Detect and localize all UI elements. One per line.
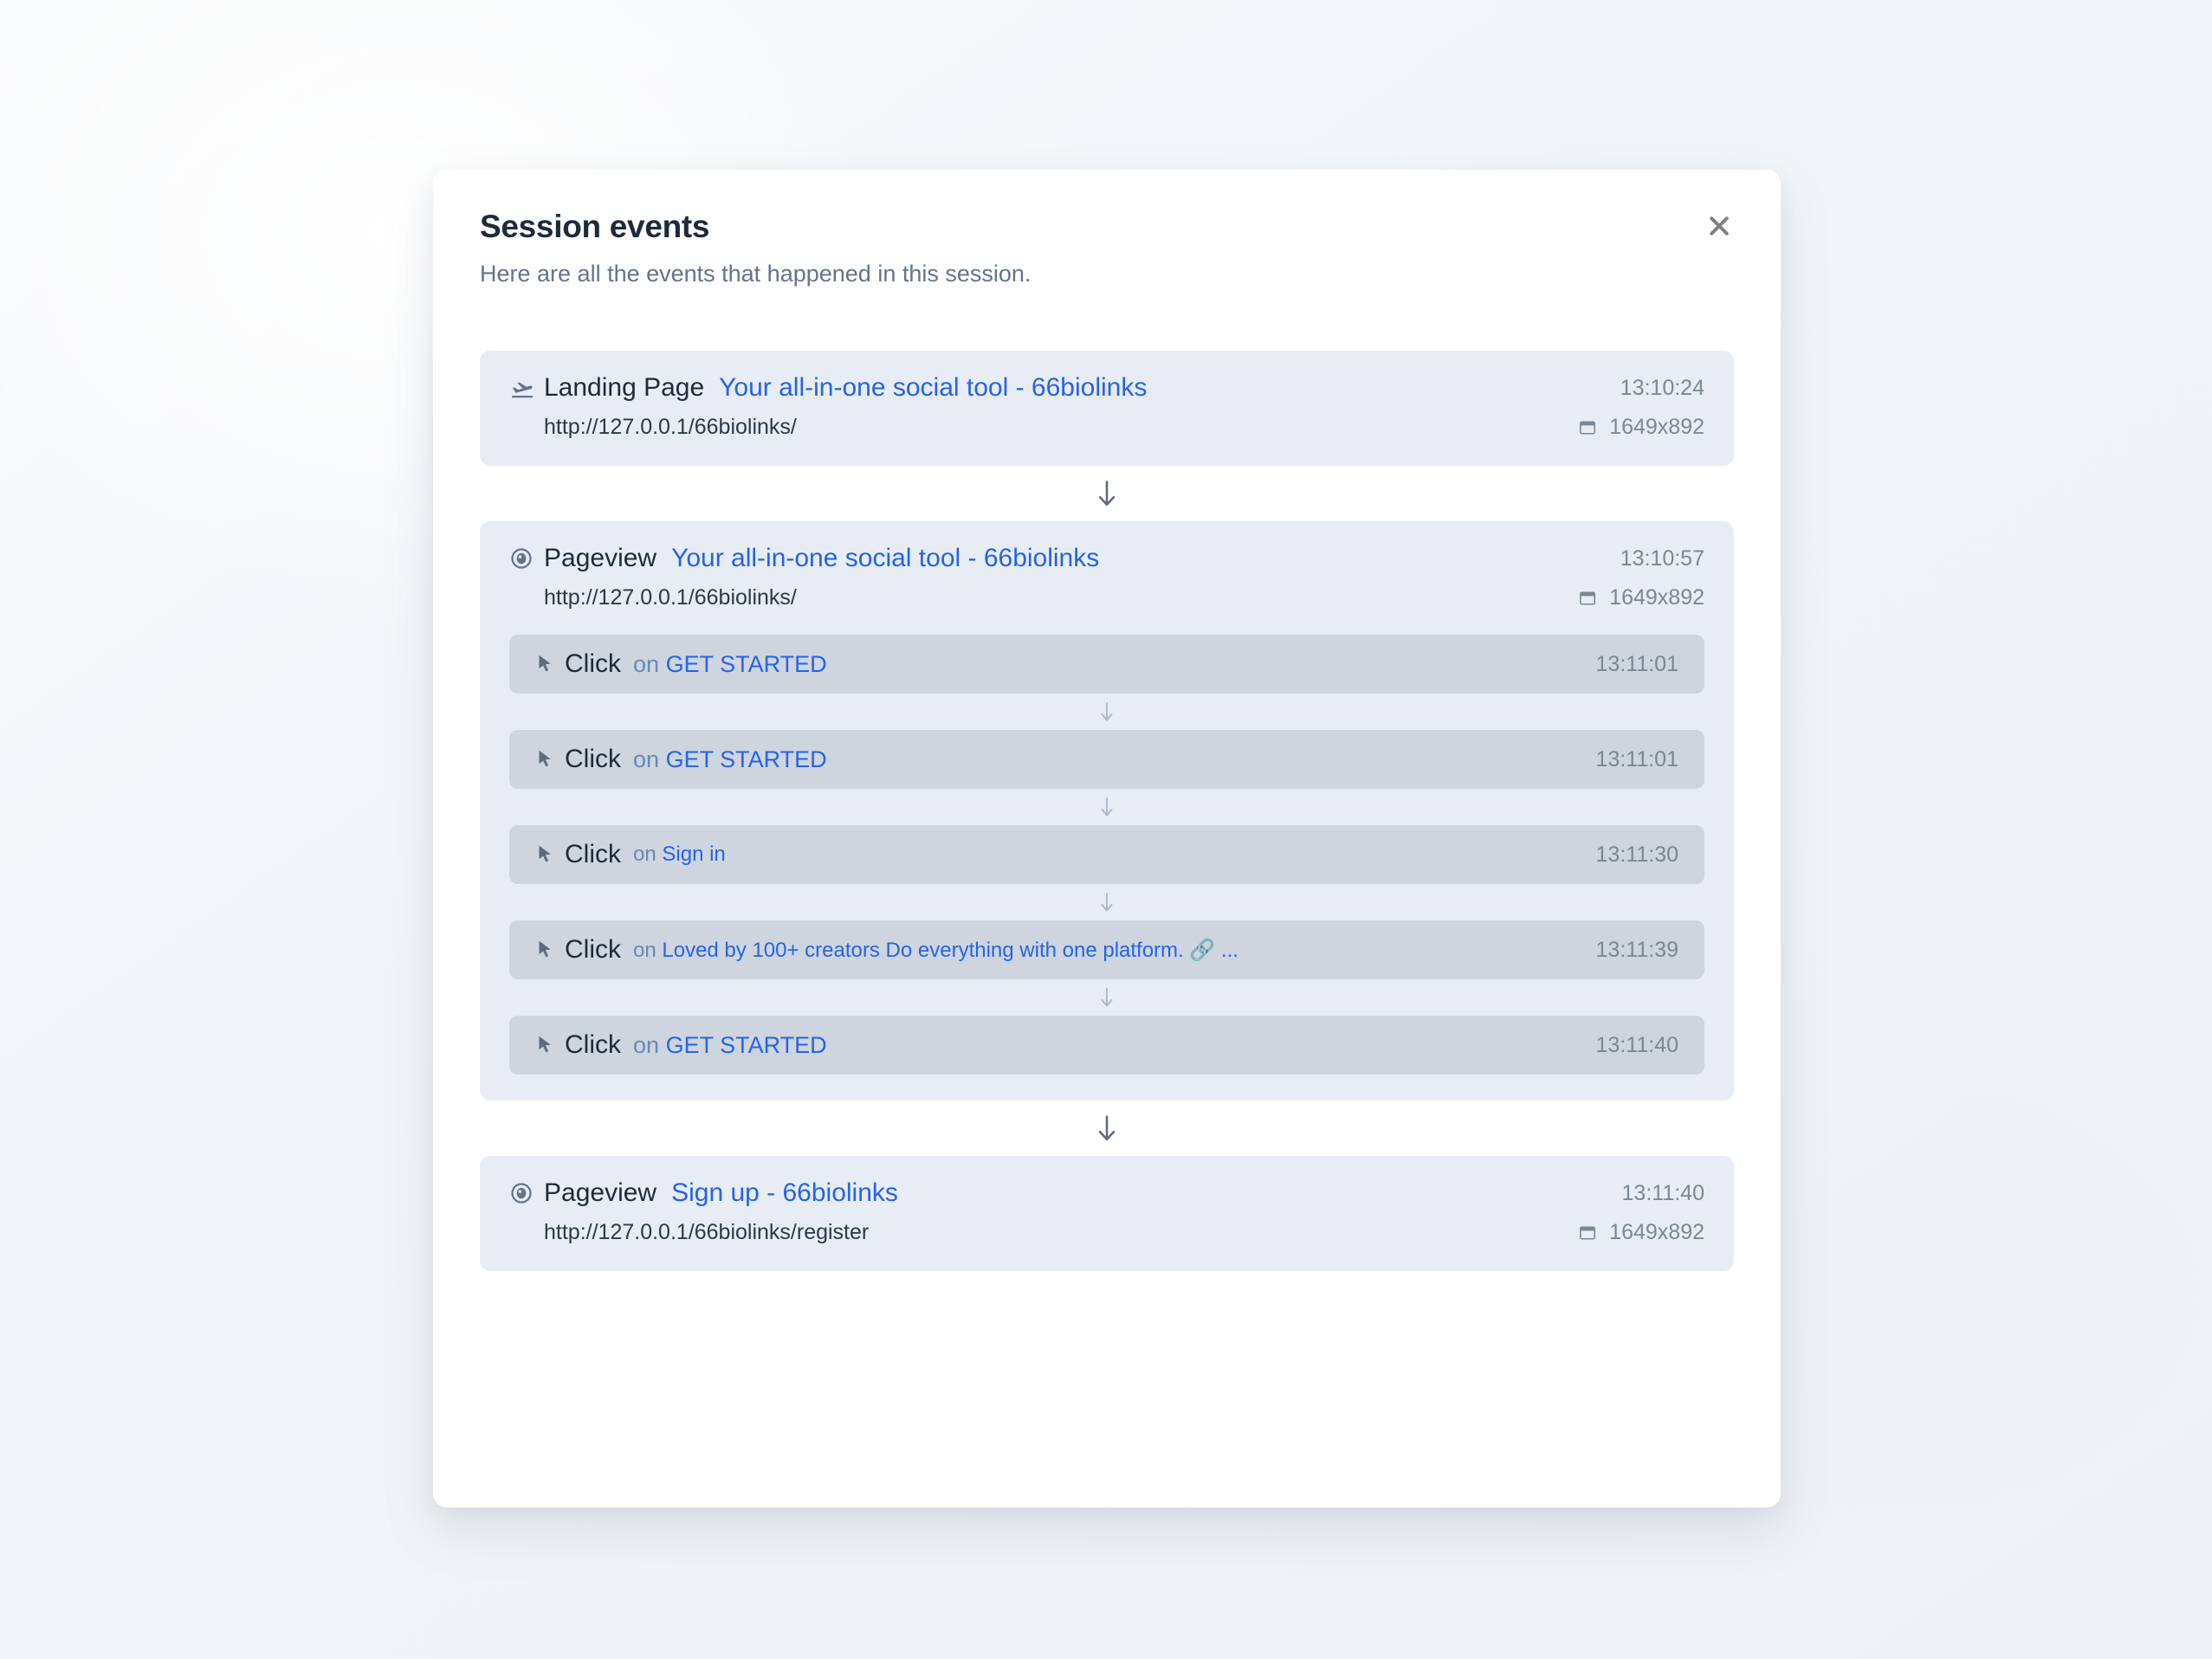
event-card[interactable]: Landing Page Your all-in-one social tool … <box>480 351 1734 467</box>
eye-icon <box>509 546 544 571</box>
click-event-row[interactable]: Click on GET STARTED 13:11:40 <box>509 1016 1704 1075</box>
event-resolution: 1649x892 <box>1577 1220 1704 1245</box>
event-header-row: Pageview Sign up - 66biolinks 13:11:40 <box>509 1178 1704 1208</box>
click-timestamp: 13:11:40 <box>1595 1032 1678 1057</box>
browser-window-icon <box>1577 588 1598 609</box>
event-title-link[interactable]: Your all-in-one social tool - 66biolinks <box>671 544 1100 573</box>
close-button[interactable] <box>1696 203 1743 249</box>
session-events-modal: Session events Here are all the events t… <box>433 170 1781 1507</box>
click-action-label: Click <box>565 1030 621 1060</box>
click-timestamp: 13:11:30 <box>1595 842 1678 867</box>
close-icon <box>1706 213 1732 239</box>
modal-header: Session events Here are all the events t… <box>433 170 1781 288</box>
event-header-row: Landing Page Your all-in-one social tool … <box>509 373 1704 403</box>
event-meta-row: http://127.0.0.1/66biolinks/1649x892 <box>509 585 1704 610</box>
click-action-label: Click <box>565 935 621 965</box>
arrow-down-icon <box>509 979 1704 1016</box>
click-events-list: Click on GET STARTED 13:11:01 Click on GET S… <box>509 635 1704 1075</box>
modal-subtitle: Here are all the events that happened in… <box>480 260 1032 287</box>
click-preposition: on <box>633 842 656 867</box>
resolution-value: 1649x892 <box>1609 585 1704 610</box>
click-target-text: GET STARTED <box>665 650 827 677</box>
event-url: http://127.0.0.1/66biolinks/register <box>544 1220 870 1245</box>
event-timestamp: 13:11:40 <box>1621 1180 1704 1205</box>
resolution-value: 1649x892 <box>1609 415 1704 440</box>
event-card[interactable]: Pageview Sign up - 66biolinks 13:11:40 http… <box>480 1156 1734 1272</box>
click-event-row[interactable]: Click on Loved by 100+ creators Do everyt… <box>509 920 1704 980</box>
events-timeline: Landing Page Your all-in-one social tool … <box>433 288 1781 1306</box>
click-action-label: Click <box>565 649 621 679</box>
plane-landing-icon <box>509 375 544 401</box>
event-meta-row: http://127.0.0.1/66biolinks/register 1649… <box>509 1220 1704 1245</box>
arrow-down-icon <box>509 789 1704 825</box>
click-preposition: on <box>633 1031 660 1058</box>
event-title-link[interactable]: Your all-in-one social tool - 66biolinks <box>719 373 1148 403</box>
mouse-pointer-icon <box>534 939 565 961</box>
click-event-row[interactable]: Click on Sign in 13:11:30 <box>509 825 1704 885</box>
event-type-label: Pageview <box>544 544 657 573</box>
event-timestamp: 13:10:57 <box>1620 545 1704 571</box>
browser-window-icon <box>1577 1223 1598 1243</box>
browser-window-icon <box>1577 417 1598 438</box>
event-header-row: Pageview Your all-in-one social tool - 66… <box>509 544 1704 573</box>
mouse-pointer-icon <box>534 1034 565 1056</box>
event-timestamp: 13:10:24 <box>1620 375 1704 400</box>
click-preposition: on <box>633 746 660 772</box>
event-url: http://127.0.0.1/66biolinks/ <box>544 415 797 440</box>
event-meta-row: http://127.0.0.1/66biolinks/1649x892 <box>509 415 1704 440</box>
mouse-pointer-icon <box>534 653 565 675</box>
eye-icon <box>509 1181 544 1205</box>
mouse-pointer-icon <box>534 748 565 771</box>
event-type-label: Pageview <box>544 1178 657 1208</box>
click-target-text: GET STARTED <box>665 746 827 772</box>
page-title: Session events <box>480 209 710 244</box>
click-event-row[interactable]: Click on GET STARTED 13:11:01 <box>509 730 1704 790</box>
arrow-down-icon <box>509 884 1704 920</box>
event-card[interactable]: Pageview Your all-in-one social tool - 66… <box>480 521 1734 1101</box>
event-type-label: Landing Page <box>544 373 705 403</box>
event-resolution: 1649x892 <box>1577 415 1704 440</box>
mouse-pointer-icon <box>534 843 565 866</box>
click-timestamp: 13:11:01 <box>1595 651 1678 676</box>
click-preposition: on <box>633 938 656 962</box>
click-target-label: on Loved by 100+ creators Do everything … <box>633 938 1239 963</box>
click-target-text: GET STARTED <box>665 1031 827 1058</box>
click-target-text: Sign in <box>662 842 726 867</box>
click-action-label: Click <box>565 745 621 774</box>
event-url: http://127.0.0.1/66biolinks/ <box>544 585 797 610</box>
arrow-down-icon <box>480 466 1734 521</box>
click-target-label: on GET STARTED <box>633 651 827 678</box>
resolution-value: 1649x892 <box>1609 1220 1704 1245</box>
arrow-down-icon <box>480 1101 1734 1156</box>
click-target-label: on GET STARTED <box>633 746 827 773</box>
click-timestamp: 13:11:39 <box>1595 937 1678 962</box>
event-title-link[interactable]: Sign up - 66biolinks <box>671 1178 898 1208</box>
click-action-label: Click <box>565 840 621 869</box>
click-timestamp: 13:11:01 <box>1595 746 1678 771</box>
click-preposition: on <box>633 650 660 677</box>
event-resolution: 1649x892 <box>1577 585 1704 610</box>
click-event-row[interactable]: Click on GET STARTED 13:11:01 <box>509 635 1704 694</box>
click-target-text: Loved by 100+ creators Do everything wit… <box>662 938 1239 962</box>
click-target-label: on Sign in <box>633 842 726 867</box>
click-target-label: on GET STARTED <box>633 1032 827 1059</box>
arrow-down-icon <box>509 694 1704 730</box>
